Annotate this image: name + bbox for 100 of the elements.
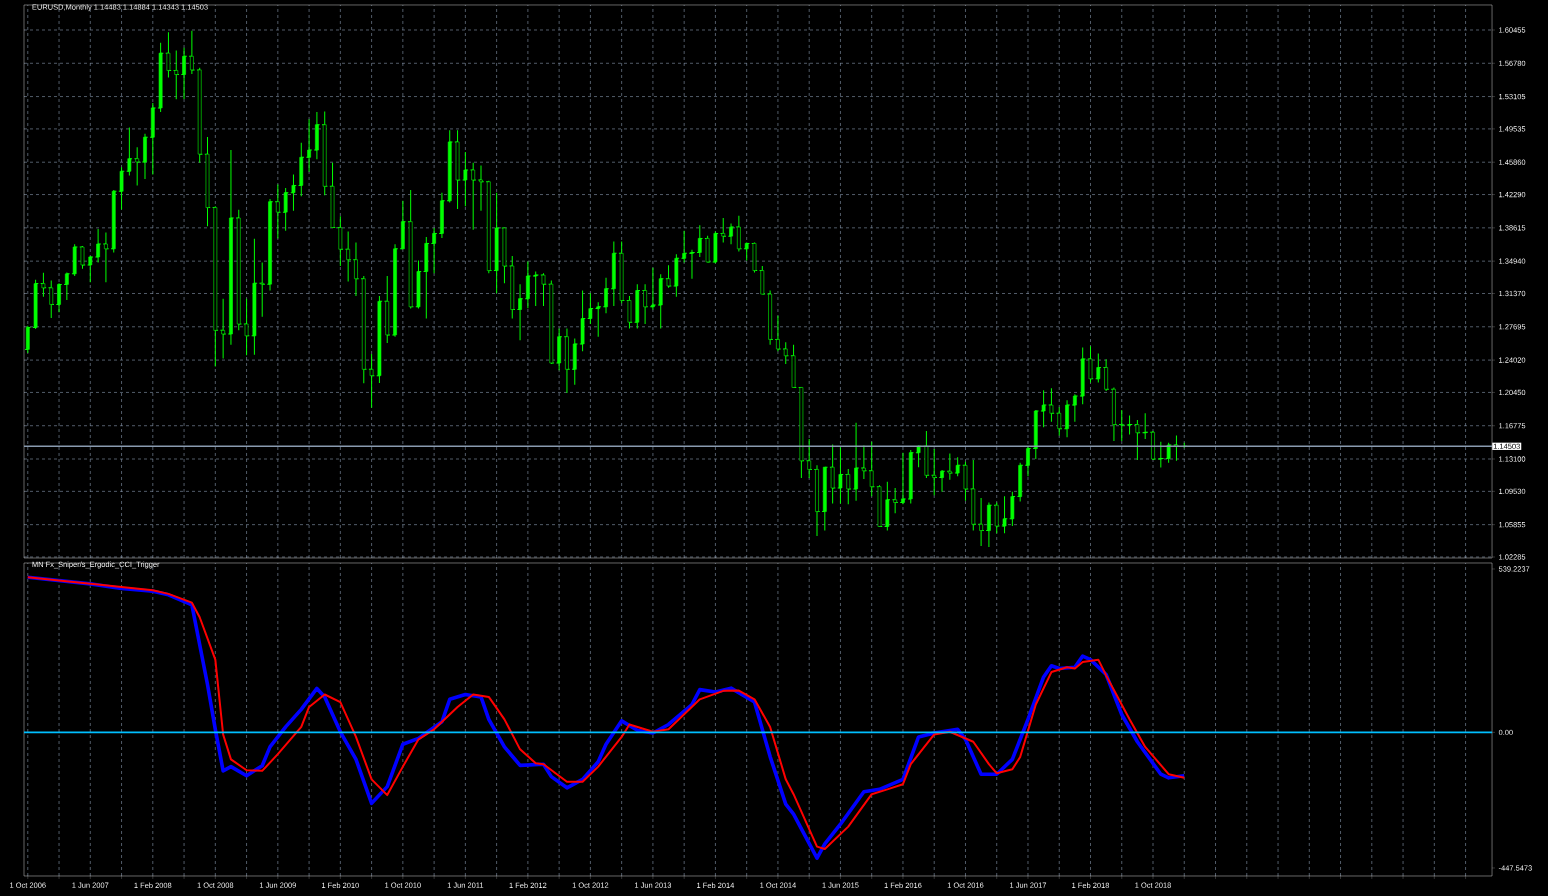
- candlestick: [463, 151, 468, 207]
- candlestick: [64, 271, 69, 301]
- candlestick: [408, 189, 413, 310]
- candlestick: [1002, 495, 1007, 534]
- candlestick: [1112, 386, 1116, 442]
- candlestick: [166, 31, 171, 79]
- candlestick: [174, 49, 179, 100]
- candlestick: [604, 277, 608, 314]
- candlestick: [580, 290, 585, 352]
- candlestick: [135, 146, 140, 186]
- candlestick: [1010, 491, 1015, 527]
- candlestick: [369, 353, 374, 409]
- candlestick: [838, 446, 843, 504]
- candlestick: [611, 241, 616, 307]
- candlestick: [291, 174, 296, 212]
- candlestick: [940, 469, 944, 493]
- candlestick: [1033, 409, 1038, 460]
- candlestick: [182, 47, 186, 100]
- candlestick: [307, 118, 311, 173]
- candlestick: [908, 449, 913, 504]
- candlestick: [283, 187, 288, 232]
- candlestick: [1151, 430, 1155, 461]
- candlestick: [197, 67, 202, 164]
- candlestick: [25, 325, 30, 354]
- candlestick: [1049, 387, 1054, 423]
- candlestick: [830, 444, 835, 504]
- candlestick: [1173, 434, 1180, 462]
- candlestick: [572, 338, 577, 386]
- candlestick: [127, 126, 132, 176]
- candlestick: [588, 292, 593, 325]
- candlestick: [526, 261, 530, 309]
- candlestick: [221, 298, 225, 359]
- candlestick: [1096, 352, 1101, 383]
- candlestick: [1104, 358, 1108, 392]
- candlestick: [1118, 409, 1125, 442]
- candlestick: [1057, 406, 1062, 436]
- candlestick: [932, 448, 937, 496]
- candlestick: [627, 295, 632, 330]
- candlestick: [682, 230, 687, 263]
- candlestick: [361, 275, 366, 384]
- candlestick: [96, 228, 100, 263]
- candlestick: [760, 265, 765, 295]
- candlestick: [440, 192, 444, 239]
- candlestick: [400, 200, 405, 250]
- candlestick: [658, 273, 663, 330]
- candlestick: [549, 280, 554, 365]
- candlestick: [455, 129, 460, 210]
- candlestick: [354, 241, 358, 297]
- candlestick: [532, 270, 539, 307]
- candlestick: [213, 205, 218, 368]
- candlestick: [666, 264, 671, 289]
- candlestick: [744, 241, 749, 262]
- candlestick: [494, 192, 499, 294]
- candlestick: [557, 328, 561, 371]
- candlestick: [752, 241, 757, 273]
- candlestick: [705, 235, 710, 263]
- candlestick: [1166, 442, 1171, 464]
- candlestick: [1026, 445, 1030, 477]
- candlestick: [57, 282, 61, 313]
- candlestick: [1041, 389, 1046, 428]
- candlestick: [424, 236, 429, 320]
- candlestick: [1135, 419, 1140, 461]
- candlestick: [846, 468, 851, 505]
- candlestick: [971, 459, 976, 532]
- candlestick: [862, 444, 866, 480]
- candlestick: [346, 231, 351, 282]
- candlestick: [854, 422, 858, 502]
- candlestick: [1065, 399, 1069, 438]
- candlestick: [471, 162, 476, 231]
- candlestick: [1018, 462, 1023, 503]
- candlestick: [119, 166, 124, 210]
- candlestick: [518, 283, 522, 341]
- candlestick: [822, 466, 827, 532]
- candlestick: [799, 386, 804, 479]
- candlestick: [385, 275, 390, 344]
- candlestick: [244, 298, 249, 356]
- candlestick: [416, 260, 421, 310]
- candlestick: [299, 142, 304, 197]
- candlestick: [330, 162, 335, 229]
- candlestick: [893, 487, 898, 514]
- candlestick: [885, 481, 890, 532]
- candlestick: [150, 102, 155, 176]
- candlestick: [737, 215, 741, 253]
- candlestick: [41, 272, 46, 298]
- candlestick: [80, 245, 85, 270]
- candlestick: [901, 452, 905, 505]
- candlestick: [643, 283, 647, 325]
- candlestick: [510, 255, 515, 320]
- candlestick: [979, 497, 983, 547]
- candlestick: [33, 279, 38, 330]
- candlestick: [88, 255, 93, 283]
- candlestick: [776, 315, 780, 352]
- candlestick: [994, 502, 999, 534]
- candlestick: [393, 243, 397, 338]
- candlestick: [1088, 345, 1093, 383]
- candlestick: [502, 227, 507, 284]
- candlestick: [869, 441, 874, 497]
- candlestick: [924, 430, 929, 479]
- candlestick: [815, 464, 819, 537]
- candlestick: [143, 133, 147, 180]
